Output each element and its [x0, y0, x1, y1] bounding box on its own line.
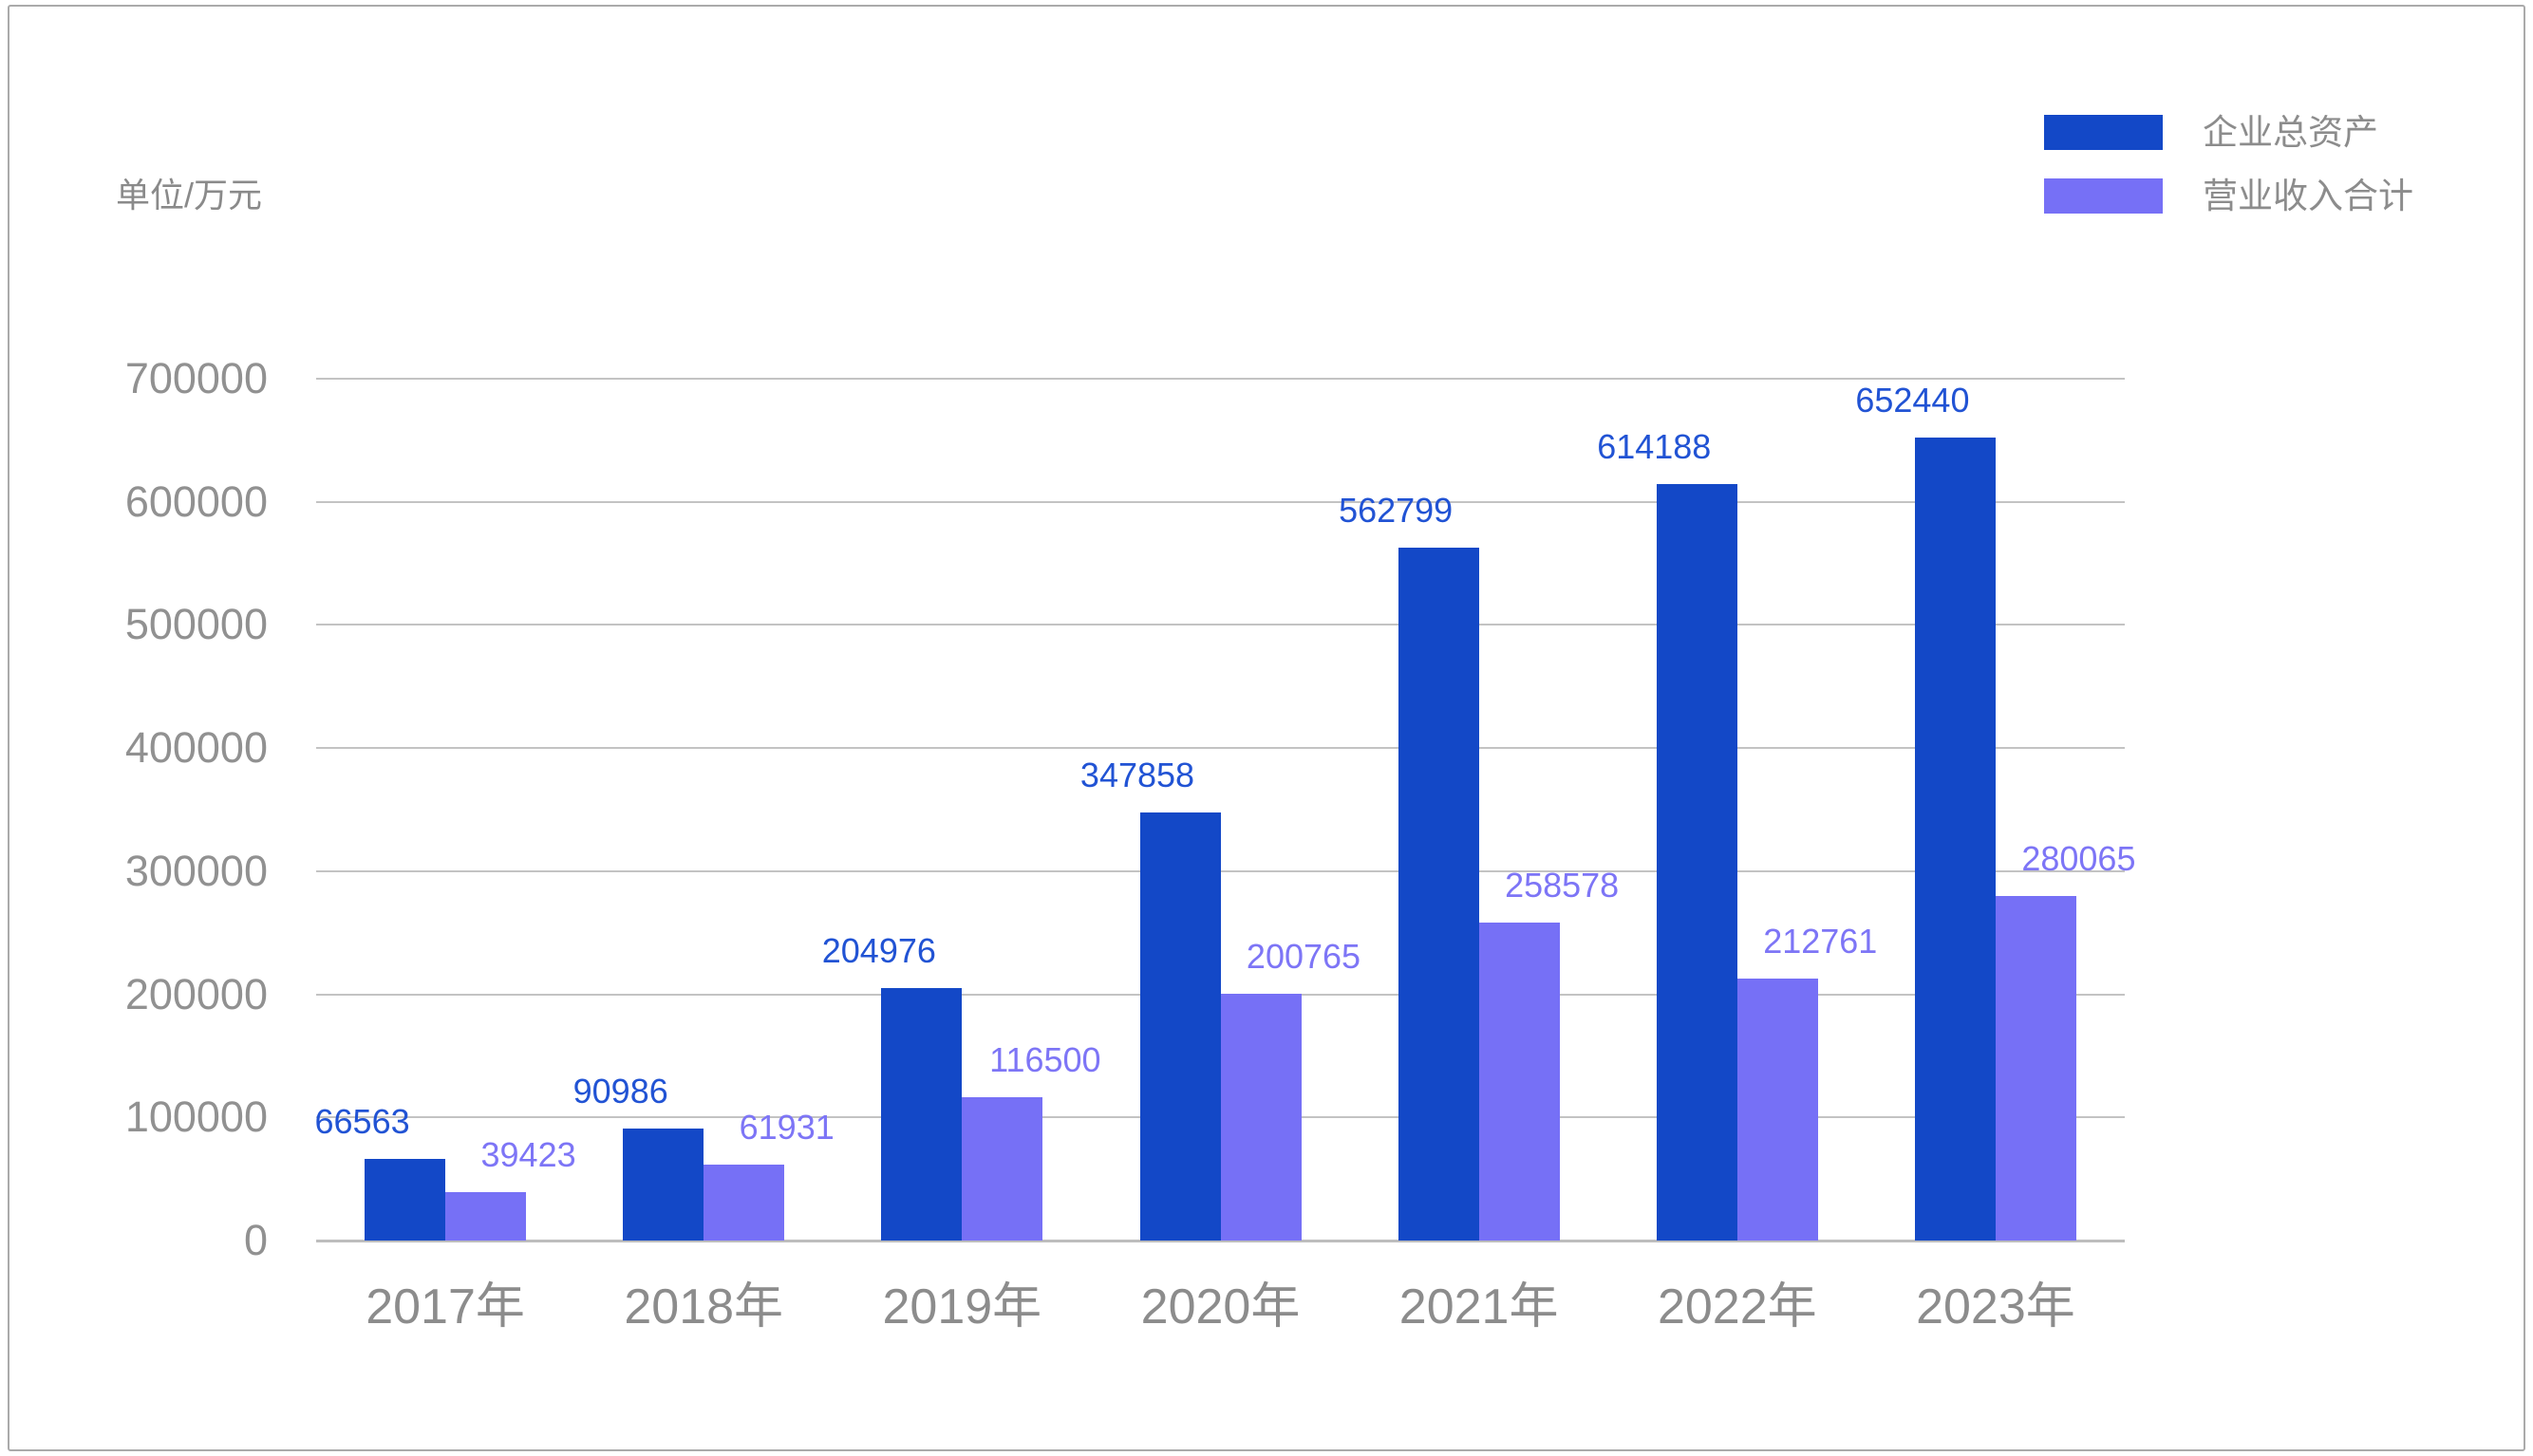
- y-axis-tick-label: 300000: [124, 846, 268, 895]
- bar-revenue-2021年[interactable]: [1478, 922, 1560, 1241]
- bar-revenue-2023年[interactable]: [1995, 895, 2076, 1241]
- y-axis-tick-label: 600000: [124, 476, 268, 526]
- bar-revenue-2018年[interactable]: [704, 1164, 785, 1241]
- bar-revenue-2019年[interactable]: [962, 1096, 1043, 1241]
- y-axis-unit-label: 单位/万元: [116, 176, 263, 215]
- gridline: [316, 500, 2125, 503]
- bar-value-revenue-2021年: 258578: [1505, 865, 1620, 905]
- bar-total-assets-2017年[interactable]: [365, 1158, 446, 1241]
- bar-value-revenue-2019年: 116500: [989, 1039, 1101, 1079]
- bar-revenue-2017年[interactable]: [445, 1191, 527, 1241]
- bar-revenue-2020年[interactable]: [1220, 993, 1302, 1241]
- bar-value-revenue-2017年: 39423: [480, 1134, 576, 1174]
- gridline: [316, 869, 2125, 872]
- x-axis-label-2022年: 2022年: [1657, 1279, 1817, 1335]
- bar-total-assets-2019年[interactable]: [881, 988, 963, 1241]
- bar-revenue-2022年[interactable]: [1736, 979, 1818, 1241]
- x-axis-line: [316, 1239, 2125, 1242]
- bar-value-total-assets-2021年: 562799: [1339, 490, 1454, 530]
- bar-total-assets-2023年[interactable]: [1914, 437, 1996, 1241]
- bar-value-revenue-2023年: 280065: [2021, 838, 2136, 878]
- legend-swatch-total-assets: [2044, 115, 2163, 150]
- bar-value-revenue-2018年: 61931: [739, 1107, 835, 1147]
- bar-value-total-assets-2019年: 204976: [821, 931, 936, 971]
- bar-value-revenue-2020年: 200765: [1246, 936, 1361, 976]
- y-axis-tick-label: 200000: [124, 969, 268, 1018]
- gridline: [316, 378, 2125, 381]
- x-axis-label-2019年: 2019年: [882, 1279, 1042, 1335]
- x-axis-label-2021年: 2021年: [1398, 1279, 1559, 1335]
- bar-value-total-assets-2023年: 652440: [1855, 380, 1970, 420]
- y-axis-tick-label: 500000: [124, 600, 268, 649]
- bar-total-assets-2021年[interactable]: [1398, 547, 1479, 1241]
- legend-item-revenue[interactable]: 营业收入合计: [2044, 178, 2413, 214]
- bar-total-assets-2022年[interactable]: [1656, 484, 1737, 1241]
- legend-item-total-assets[interactable]: 企业总资产: [2044, 115, 2413, 150]
- bar-total-assets-2020年[interactable]: [1139, 812, 1221, 1241]
- x-axis-label-2018年: 2018年: [624, 1279, 784, 1335]
- bar-total-assets-2018年[interactable]: [623, 1128, 704, 1241]
- x-axis-label-2023年: 2023年: [1916, 1279, 2075, 1335]
- legend-label-revenue: 营业收入合计: [2203, 177, 2413, 215]
- bar-value-total-assets-2018年: 90986: [572, 1071, 668, 1111]
- gridline: [316, 747, 2125, 750]
- y-axis-tick-label: 400000: [124, 723, 268, 773]
- y-axis-tick-label: 100000: [124, 1092, 268, 1142]
- bar-value-total-assets-2020年: 347858: [1079, 755, 1195, 794]
- legend-swatch-revenue: [2044, 178, 2163, 214]
- x-axis-label-2020年: 2020年: [1140, 1279, 1301, 1335]
- y-axis-tick-label: 0: [243, 1216, 268, 1264]
- legend-label-total-assets: 企业总资产: [2203, 113, 2378, 152]
- y-axis-tick-label: 700000: [124, 354, 268, 403]
- bar-value-total-assets-2017年: 66563: [314, 1101, 410, 1141]
- x-axis-label-2017年: 2017年: [366, 1279, 525, 1335]
- bar-value-revenue-2022年: 212761: [1763, 922, 1878, 961]
- legend: 企业总资产 营业收入合计: [2044, 115, 2413, 214]
- gridline: [316, 624, 2125, 626]
- bar-value-total-assets-2022年: 614188: [1597, 427, 1712, 467]
